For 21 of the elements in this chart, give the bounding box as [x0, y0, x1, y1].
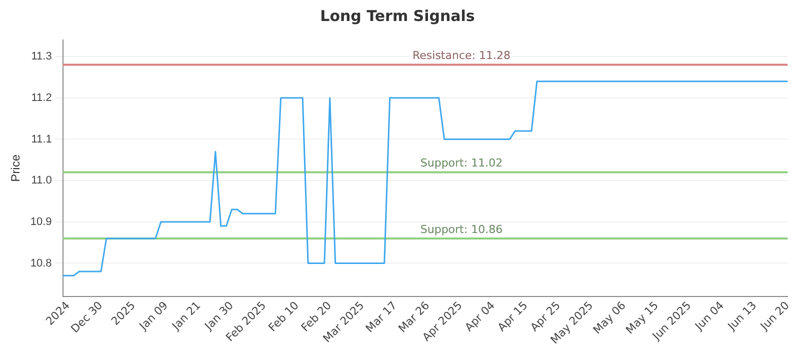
ref-line-label: Support: 10.86: [420, 222, 503, 236]
x-tick-label: Feb 10: [266, 298, 302, 334]
x-tick-label: Jun 20: [757, 298, 792, 334]
ref-line-label: Resistance: 11.28: [412, 49, 510, 62]
chart-title: Long Term Signals: [320, 6, 475, 25]
x-tick-label: Jun 04: [692, 298, 726, 334]
y-tick-label: 10.8: [30, 257, 52, 270]
x-tick-label: Apr 15: [495, 298, 530, 334]
y-tick-label: 11.2: [31, 92, 52, 104]
y-tick-label: 11.3: [31, 50, 52, 63]
x-tick-label: Apr 04: [462, 298, 498, 334]
y-tick-label: 11.0: [31, 174, 52, 187]
x-tick-label: Jun 13: [724, 298, 760, 334]
y-tick-label: 11.1: [31, 133, 52, 146]
x-tick-label: Dec 30: [68, 298, 106, 336]
ref-line-label: Support: 11.02: [420, 156, 503, 170]
x-tick-label: Mar 17: [363, 298, 400, 336]
y-axis-title: Price: [8, 154, 23, 182]
y-tick-label: 10.9: [30, 216, 52, 228]
x-tick-label: Jan 09: [136, 298, 171, 334]
x-tick-label: Jan 21: [168, 298, 204, 334]
